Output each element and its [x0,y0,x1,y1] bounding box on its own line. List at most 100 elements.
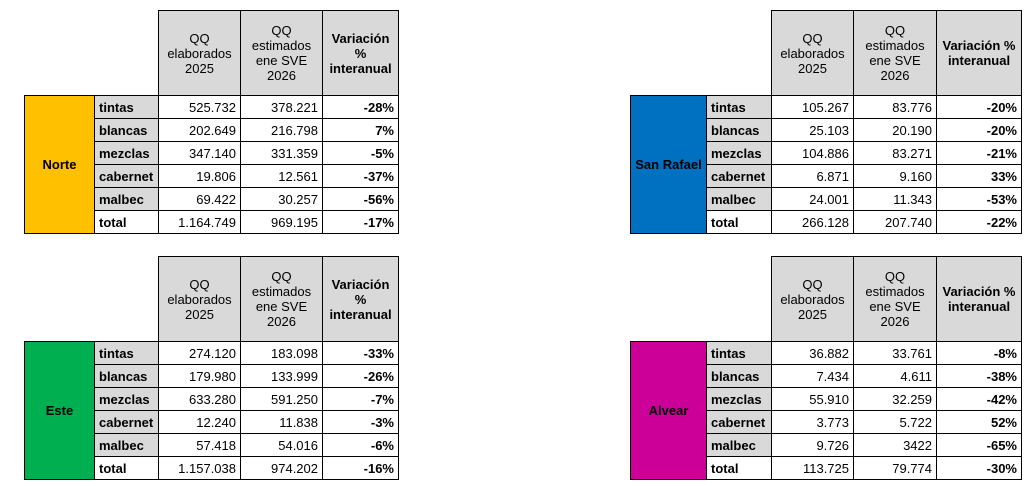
region-label: Este [24,341,95,480]
qq-elaborados-cell: 347.140 [158,141,241,165]
qq-estimados-cell: 974.202 [240,456,323,480]
table-row: blancas 179.980 133.999 -26% [25,364,399,388]
variacion-cell: -20% [936,95,1022,119]
category-cell: blancas [94,364,159,388]
variacion-cell: -5% [322,141,399,165]
header-variacion: Variación % interanual [322,256,399,342]
category-cell: blancas [94,118,159,142]
category-cell: mezclas [706,387,772,411]
table-row: malbec 9.726 3422 -65% [631,433,1022,457]
qq-estimados-cell: 83.776 [853,95,937,119]
header-variacion: Variación % interanual [322,10,399,96]
qq-elaborados-cell: 274.120 [158,341,241,365]
header-qq-estimados: QQ estimados ene SVE 2026 [240,10,323,96]
variacion-cell: 52% [936,410,1022,434]
variacion-cell: -42% [936,387,1022,411]
qq-estimados-cell: 9.160 [853,164,937,188]
qq-estimados-cell: 3422 [853,433,937,457]
variacion-cell: -38% [936,364,1022,388]
table-san-rafael: QQ elaborados 2025 QQ estimados ene SVE … [630,10,1022,234]
category-cell: cabernet [706,410,772,434]
qq-elaborados-cell: 633.280 [158,387,241,411]
variacion-cell: -7% [322,387,399,411]
region-label: Norte [24,95,95,234]
qq-elaborados-cell: 36.882 [771,341,854,365]
variacion-cell: -6% [322,433,399,457]
category-cell: blancas [706,118,772,142]
variacion-cell: -65% [936,433,1022,457]
category-cell: total [94,210,159,234]
qq-elaborados-cell: 55.910 [771,387,854,411]
category-cell: cabernet [94,164,159,188]
qq-estimados-cell: 33.761 [853,341,937,365]
qq-estimados-cell: 83.271 [853,141,937,165]
qq-estimados-cell: 11.838 [240,410,323,434]
header-variacion: Variación % interanual [936,256,1022,342]
qq-elaborados-cell: 9.726 [771,433,854,457]
category-cell: malbec [706,187,772,211]
qq-estimados-cell: 183.098 [240,341,323,365]
category-cell: total [94,456,159,480]
qq-elaborados-cell: 104.886 [771,141,854,165]
table-row: malbec 57.418 54.016 -6% [25,433,399,457]
qq-estimados-cell: 331.359 [240,141,323,165]
qq-estimados-cell: 79.774 [853,456,937,480]
category-cell: total [706,456,772,480]
qq-estimados-cell: 5.722 [853,410,937,434]
category-cell: mezclas [94,387,159,411]
qq-elaborados-cell: 1.157.038 [158,456,241,480]
header-qq-estimados: QQ estimados ene SVE 2026 [240,256,323,342]
table-row: blancas 202.649 216.798 7% [25,118,399,142]
qq-elaborados-cell: 25.103 [771,118,854,142]
variacion-cell: -22% [936,210,1022,234]
variacion-cell: -16% [322,456,399,480]
table-norte: QQ elaborados 2025 QQ estimados ene SVE … [24,10,399,234]
category-cell: tintas [94,95,159,119]
header-qq-elaborados: QQ elaborados 2025 [771,256,854,342]
category-cell: cabernet [706,164,772,188]
variacion-cell: -20% [936,118,1022,142]
qq-estimados-cell: 378.221 [240,95,323,119]
qq-estimados-cell: 969.195 [240,210,323,234]
table-row: Norte tintas 525.732 378.221 -28% [24,95,399,234]
table-row-total: total 113.725 79.774 -30% [631,456,1022,480]
table-este: QQ elaborados 2025 QQ estimados ene SVE … [24,256,399,480]
variacion-cell: 33% [936,164,1022,188]
qq-elaborados-cell: 19.806 [158,164,241,188]
qq-estimados-cell: 32.259 [853,387,937,411]
qq-elaborados-cell: 113.725 [771,456,854,480]
qq-elaborados-cell: 24.001 [771,187,854,211]
table-row: cabernet 6.871 9.160 33% [631,164,1022,188]
qq-elaborados-cell: 266.128 [771,210,854,234]
variacion-cell: -33% [322,341,399,365]
qq-elaborados-cell: 525.732 [158,95,241,119]
header-qq-elaborados: QQ elaborados 2025 [158,256,241,342]
header-qq-elaborados: QQ elaborados 2025 [771,10,854,96]
variacion-cell: -8% [936,341,1022,365]
category-cell: total [706,210,772,234]
category-cell: tintas [706,341,772,365]
table-row: malbec 24.001 11.343 -53% [631,187,1022,211]
table-row: mezclas 104.886 83.271 -21% [631,141,1022,165]
table-row: San Rafael tintas 105.267 83.776 -20% [630,95,1022,234]
variacion-cell: -21% [936,141,1022,165]
table-row: mezclas 347.140 331.359 -5% [25,141,399,165]
region-label: San Rafael [630,95,707,234]
table-row: cabernet 3.773 5.722 52% [631,410,1022,434]
variacion-cell: -30% [936,456,1022,480]
region-label: Alvear [630,341,707,480]
table-row: blancas 7.434 4.611 -38% [631,364,1022,388]
variacion-cell: -56% [322,187,399,211]
variacion-cell: 7% [322,118,399,142]
qq-estimados-cell: 11.343 [853,187,937,211]
qq-elaborados-cell: 179.980 [158,364,241,388]
variacion-cell: -17% [322,210,399,234]
qq-elaborados-cell: 6.871 [771,164,854,188]
variacion-cell: -26% [322,364,399,388]
qq-estimados-cell: 133.999 [240,364,323,388]
variacion-cell: -3% [322,410,399,434]
qq-elaborados-cell: 69.422 [158,187,241,211]
qq-elaborados-cell: 105.267 [771,95,854,119]
qq-elaborados-cell: 202.649 [158,118,241,142]
variacion-cell: -37% [322,164,399,188]
